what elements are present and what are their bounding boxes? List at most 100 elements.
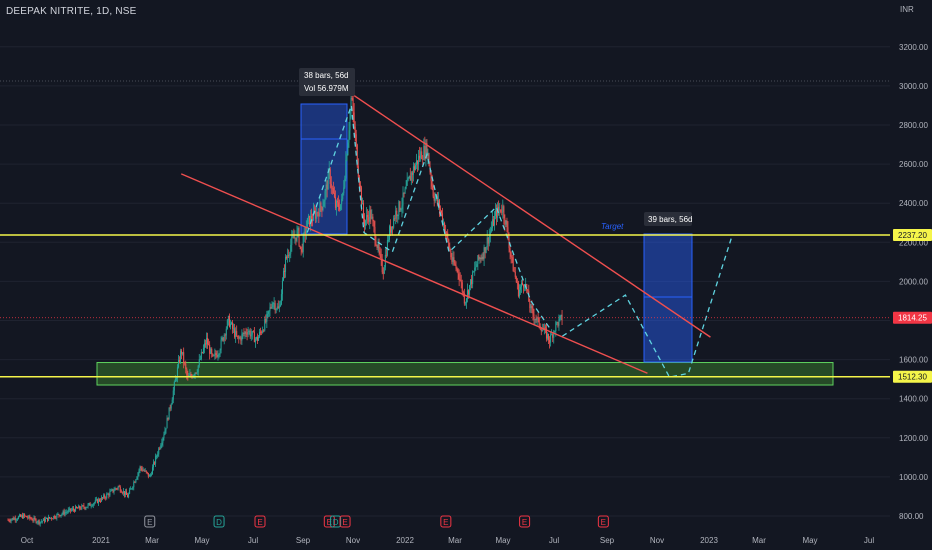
time-tick-label: Jul bbox=[549, 536, 559, 545]
candle-body bbox=[228, 316, 230, 327]
candle-body bbox=[161, 442, 163, 446]
event-marker[interactable] bbox=[144, 515, 156, 528]
candle-body bbox=[287, 255, 289, 259]
candle-body bbox=[140, 466, 142, 469]
candle-body bbox=[331, 187, 333, 189]
candle-body bbox=[12, 518, 14, 520]
candle-body bbox=[86, 506, 88, 508]
candle-body bbox=[529, 301, 531, 309]
candle-body bbox=[55, 517, 57, 519]
candle-body bbox=[263, 330, 265, 332]
candle-body bbox=[369, 209, 371, 222]
time-tick-label: Jul bbox=[864, 536, 874, 545]
candle-body bbox=[168, 407, 170, 420]
candle-body bbox=[281, 280, 283, 295]
candle-body bbox=[169, 407, 171, 409]
candle-body bbox=[60, 514, 62, 517]
candle-body bbox=[311, 215, 313, 221]
candle-body bbox=[488, 234, 490, 244]
candle-body bbox=[57, 514, 59, 515]
candle-body bbox=[236, 331, 238, 336]
candle-body bbox=[474, 267, 476, 272]
candle-body bbox=[16, 518, 18, 520]
candle-body bbox=[166, 418, 168, 429]
candle-body bbox=[187, 375, 189, 377]
candle-body bbox=[47, 517, 49, 521]
projection-swing-path bbox=[306, 105, 551, 329]
trendline-layer bbox=[180, 93, 711, 374]
candle-body bbox=[449, 247, 451, 251]
support-price-tag-bg[interactable] bbox=[893, 370, 932, 383]
candle-body bbox=[515, 277, 517, 283]
candle-body bbox=[489, 231, 491, 235]
candle-body bbox=[273, 303, 275, 304]
candle-body bbox=[531, 305, 533, 309]
candle-body bbox=[129, 489, 131, 494]
candle-body bbox=[274, 303, 276, 311]
event-marker[interactable] bbox=[519, 515, 531, 528]
candle-body bbox=[119, 486, 121, 492]
candle-body bbox=[271, 306, 273, 308]
event-marker[interactable] bbox=[339, 515, 351, 528]
candle-body bbox=[374, 226, 376, 241]
candle-body bbox=[37, 520, 39, 523]
candle-body bbox=[227, 316, 229, 321]
candle-body bbox=[80, 508, 82, 510]
candle-body bbox=[526, 283, 528, 291]
candle-body bbox=[146, 471, 148, 473]
candle-body bbox=[7, 519, 9, 521]
candle-body bbox=[38, 520, 40, 524]
candle-body bbox=[548, 333, 550, 340]
event-marker[interactable] bbox=[597, 515, 609, 528]
last-price-tag-bg[interactable] bbox=[893, 311, 932, 324]
candle-body bbox=[486, 237, 488, 248]
candle-body bbox=[175, 378, 177, 379]
event-marker[interactable] bbox=[440, 515, 452, 528]
candle-body bbox=[443, 222, 445, 224]
candle-body bbox=[160, 445, 162, 449]
candle-body bbox=[144, 470, 146, 472]
candle-body bbox=[451, 257, 453, 262]
candle-body bbox=[560, 314, 562, 317]
candle-body bbox=[353, 112, 355, 127]
candle-body bbox=[404, 188, 406, 194]
time-tick-label: 2021 bbox=[92, 536, 110, 545]
candle-body bbox=[467, 290, 469, 295]
candle-body bbox=[226, 320, 228, 329]
candle-body bbox=[555, 322, 557, 332]
resistance-price-tag: 2237.20 bbox=[898, 231, 927, 240]
event-marker-letter: E bbox=[601, 518, 606, 527]
candle-body bbox=[355, 134, 357, 145]
event-marker[interactable] bbox=[323, 515, 335, 528]
candle-body bbox=[535, 319, 537, 321]
candle-body bbox=[267, 311, 269, 314]
candle-body bbox=[351, 98, 353, 99]
event-marker[interactable] bbox=[330, 515, 342, 528]
candle-body bbox=[102, 497, 104, 499]
candle-body bbox=[341, 198, 343, 205]
candle-body bbox=[356, 144, 358, 167]
candle-body bbox=[408, 175, 410, 179]
measure-box-left bbox=[300, 103, 348, 235]
candle-body bbox=[470, 279, 472, 286]
candle-body bbox=[375, 240, 377, 246]
candle-body bbox=[509, 248, 511, 252]
candle-body bbox=[519, 286, 521, 290]
event-marker[interactable] bbox=[254, 515, 266, 528]
candle-body bbox=[335, 201, 337, 208]
candle-body bbox=[127, 494, 129, 498]
resistance-price-tag-bg[interactable] bbox=[893, 229, 932, 242]
candle-body bbox=[417, 160, 419, 165]
candle-body bbox=[243, 333, 245, 334]
measure-left-volume-label: Vol 56.979M bbox=[304, 84, 349, 93]
candle-body bbox=[84, 507, 86, 509]
event-marker[interactable] bbox=[213, 515, 225, 528]
candle-body bbox=[101, 497, 103, 502]
candle-body bbox=[45, 517, 47, 519]
candle-body bbox=[340, 204, 342, 210]
candle-body bbox=[121, 492, 123, 494]
candle-body bbox=[202, 348, 204, 353]
candle-body bbox=[513, 271, 515, 273]
candle-body bbox=[131, 488, 133, 490]
